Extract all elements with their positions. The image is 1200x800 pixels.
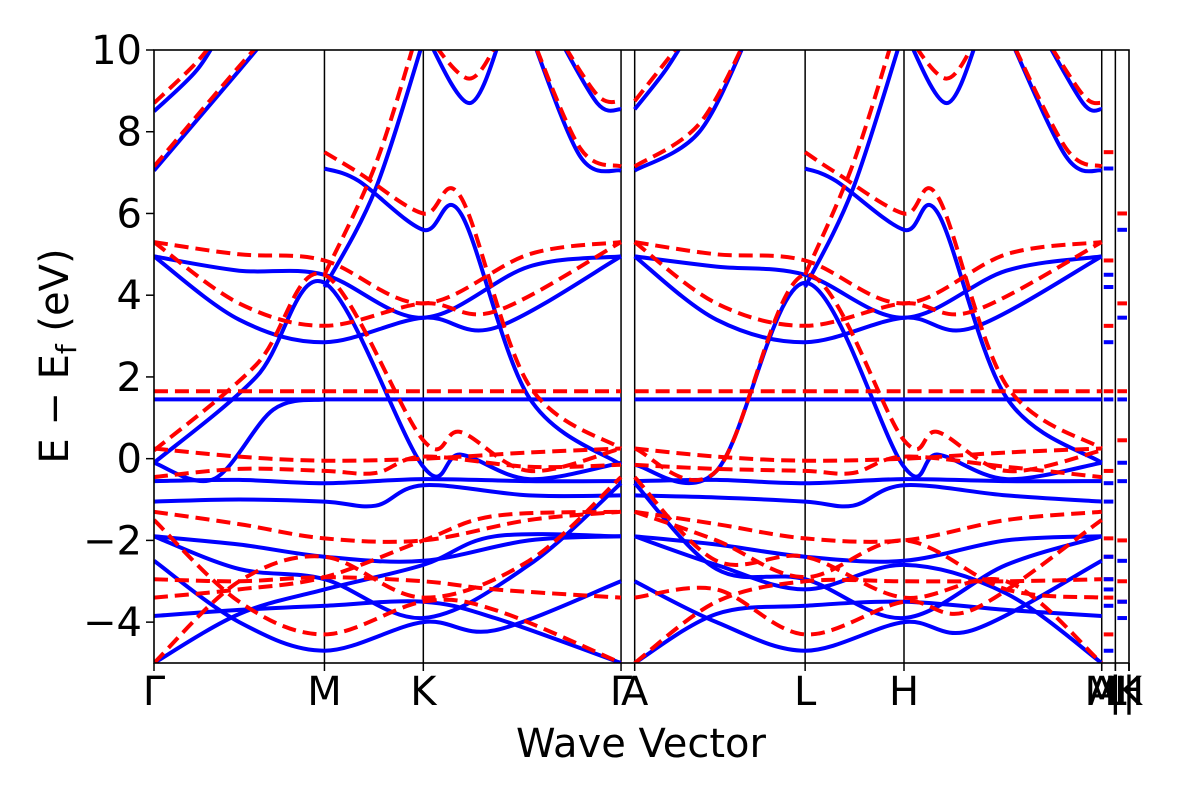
y-axis: −4 −2 0 2 4 6 8 10 (83, 28, 154, 646)
band-line-solid (634, 254, 1102, 320)
band-line-solid (154, 50, 259, 172)
band-line-solid (323, 166, 623, 467)
band-line-dashed (322, 50, 415, 276)
band-line-dashed (803, 50, 892, 276)
band-line-dashed (633, 240, 1103, 328)
band-line-dashed (633, 475, 1104, 663)
band-line-solid (634, 534, 1102, 564)
y-tick-label: 2 (117, 355, 142, 401)
plot-frame (153, 49, 1130, 664)
x-tick-label: H (889, 669, 919, 715)
x-tick-label: A (1088, 669, 1116, 715)
x-tick-label: K (410, 669, 438, 715)
band-line-dashed (633, 577, 1102, 663)
band-line-dashed (633, 50, 678, 103)
band-line-solid (431, 50, 499, 106)
y-axis-title: E − Ef (eV) (32, 248, 83, 463)
x-tick-label: L (1104, 669, 1127, 715)
band-line-solid (911, 50, 976, 106)
band-line-dashed (154, 50, 210, 105)
band-line-dashed (154, 446, 622, 463)
band-line-dashed (634, 454, 1102, 480)
band-line-dashed (634, 240, 1102, 306)
band-line-solid (633, 559, 1103, 653)
band-line-dashed (154, 50, 257, 168)
band-line-solid (803, 50, 900, 288)
band-line-solid (154, 477, 622, 486)
x-tick-label: A (621, 669, 649, 715)
x-axis-title: Wave Vector (516, 721, 767, 767)
band-line-solid (154, 481, 623, 621)
band-line-dashed (154, 271, 622, 474)
band-line-dashed (154, 240, 622, 328)
band-line-dashed (634, 509, 1102, 600)
y-tick-label: 8 (117, 110, 142, 156)
band-line-solid (634, 477, 1102, 486)
band-line-dashed (154, 518, 622, 663)
band-line-dashed (915, 50, 973, 81)
x-tick-label: K (1116, 669, 1144, 715)
band-line-dashed (1050, 50, 1103, 106)
x-tick-label: L (794, 669, 817, 715)
band-line-solid (633, 481, 1103, 621)
x-tick-label: H (1114, 669, 1144, 715)
y-tick-label: 10 (91, 28, 142, 74)
band-line-solid (322, 50, 423, 288)
band-line-solid (154, 50, 213, 113)
band-line-dashed (154, 454, 622, 480)
band-line-dashed (535, 50, 622, 169)
band-line-solid (154, 254, 622, 320)
band-line-dashed (154, 509, 622, 544)
bands (154, 50, 1127, 663)
x-tick-label: Γ (143, 669, 166, 715)
y-tick-label: 6 (117, 191, 142, 237)
x-tick-label: M (307, 669, 342, 715)
band-line-solid (154, 254, 622, 345)
band-line-dashed (323, 150, 623, 451)
y-tick-label: −2 (83, 518, 142, 564)
x-tick-label: | (1122, 669, 1135, 715)
band-line-dashed (634, 446, 1102, 463)
band-line-solid (154, 534, 622, 564)
band-line-solid (563, 50, 622, 113)
band-line-dashed (154, 575, 622, 600)
band-line-dashed (633, 272, 1103, 482)
y-tick-label: −4 (83, 600, 142, 646)
x-tick-label: M (1084, 669, 1119, 715)
band-line-solid (154, 532, 622, 663)
band-line-solid (633, 254, 1103, 345)
band-line-solid (634, 534, 1103, 663)
band-line-solid (633, 599, 1102, 663)
band-line-dashed (154, 240, 622, 306)
band-line-dashed (436, 50, 496, 81)
y-tick-label: 4 (117, 273, 142, 319)
band-line-solid (634, 482, 1102, 509)
band-line-dashed (1013, 50, 1103, 169)
band-line-solid (804, 166, 1103, 465)
x-tick-label: | (1109, 669, 1122, 715)
band-line-solid (1049, 50, 1103, 113)
band-line-solid (154, 279, 622, 482)
band-line-solid (154, 559, 622, 653)
x-tick-label: Γ (610, 669, 633, 715)
band-line-solid (633, 50, 681, 111)
y-tick-label: 0 (117, 437, 142, 483)
band-line-dashed (154, 475, 623, 663)
band-line-solid (154, 599, 622, 663)
band-line-dashed (154, 509, 622, 600)
x-axis: Γ M K ΓA L H AM|LH|K (143, 663, 1144, 715)
band-line-solid (154, 483, 622, 509)
band-line-dashed (634, 509, 1102, 544)
